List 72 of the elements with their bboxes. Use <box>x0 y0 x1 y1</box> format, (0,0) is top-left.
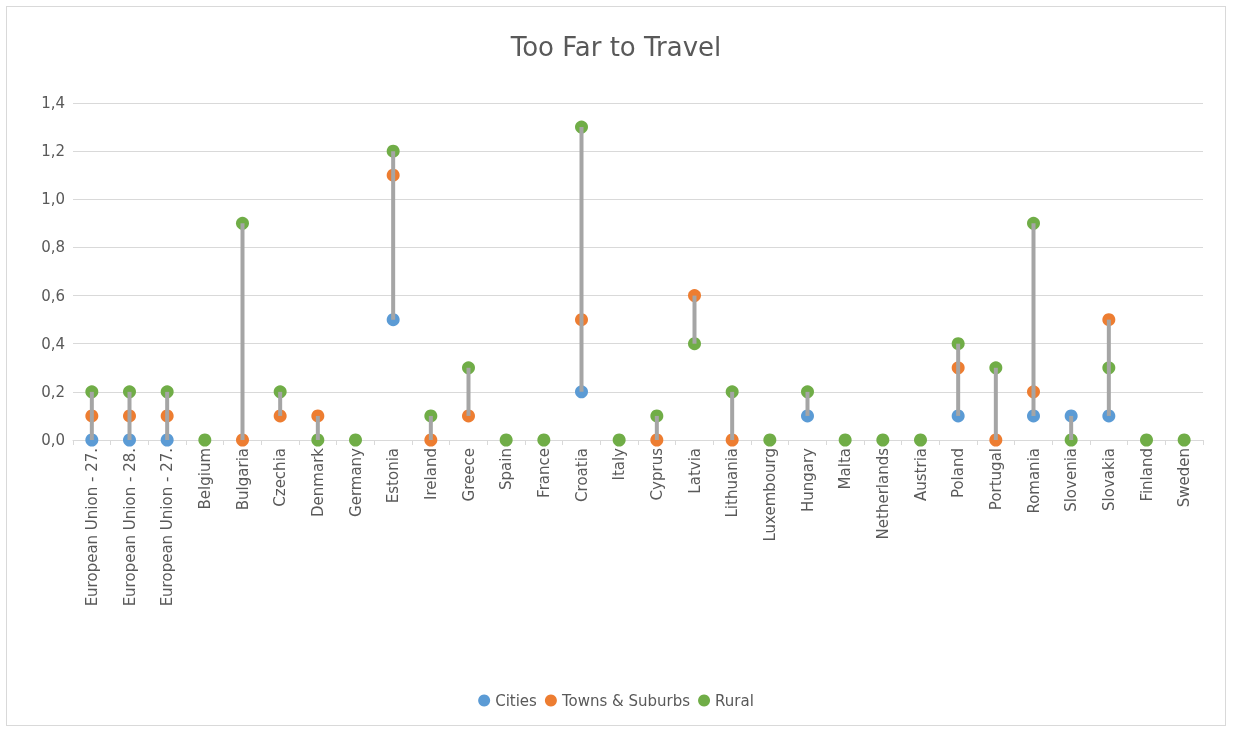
x-tick-label: European Union - 28. <box>120 448 139 607</box>
x-tick-label: European Union - 27. <box>158 448 177 607</box>
bar <box>730 391 735 440</box>
y-tick-label: 0,8 <box>41 238 65 257</box>
point <box>1177 433 1191 447</box>
bar <box>391 151 396 320</box>
x-tick-label: Romania <box>1024 448 1043 514</box>
y-tick-label: 1,4 <box>41 94 65 112</box>
point <box>763 433 777 447</box>
x-tick-label: Sweden <box>1175 448 1194 508</box>
legend-label: Rural <box>715 691 754 710</box>
bar <box>466 367 471 416</box>
bar <box>692 295 697 344</box>
x-tick-label: Czechia <box>271 448 290 507</box>
bar <box>127 391 132 440</box>
x-tick-label: Netherlands <box>873 447 892 540</box>
y-tick-label: 0,2 <box>41 382 65 401</box>
point <box>349 433 362 447</box>
x-tick-label: Germany <box>346 447 365 517</box>
x-tick-label: Hungary <box>798 447 817 513</box>
bar <box>278 391 283 416</box>
legend-label: Towns & Suburbs <box>560 691 691 710</box>
point <box>499 433 513 447</box>
x-tick-label: Latvia <box>685 448 704 494</box>
x-tick-label: Malta <box>836 448 855 490</box>
x-tick-label: Luxembourg <box>760 448 779 542</box>
x-tick-label: Cyprus <box>647 447 666 501</box>
point <box>876 433 890 447</box>
bar <box>654 415 659 440</box>
x-tick-label: Austria <box>911 448 930 501</box>
point <box>838 433 852 447</box>
x-tick-label: Lithuania <box>723 448 742 518</box>
x-tick-label: Italy <box>610 447 629 481</box>
bar <box>165 391 170 440</box>
x-tick-label: Slovakia <box>1099 448 1118 511</box>
y-tick-label: 0,6 <box>41 286 65 305</box>
x-tick-label: France <box>534 448 553 498</box>
bar <box>428 415 433 440</box>
bar <box>956 343 961 416</box>
x-tick-label: Spain <box>497 448 516 490</box>
point <box>198 433 212 447</box>
x-tick-label: Finland <box>1137 448 1156 502</box>
chart-title: Too Far to Travel <box>509 32 722 62</box>
y-tick-label: 0,0 <box>41 431 65 449</box>
bar <box>1106 319 1111 416</box>
x-tick-label: Poland <box>949 448 968 499</box>
x-tick-label: Croatia <box>572 448 591 502</box>
point <box>1140 433 1153 447</box>
y-tick-label: 0,4 <box>41 334 65 353</box>
legend-label: Cities <box>495 691 538 710</box>
bar <box>579 127 584 392</box>
x-tick-label: Denmark <box>308 447 327 517</box>
bar <box>993 367 998 440</box>
bar <box>89 391 94 440</box>
point <box>537 433 551 447</box>
x-tick-label: Belgium <box>195 448 214 510</box>
x-tick-label: Greece <box>459 448 478 502</box>
x-tick-label: Slovenia <box>1062 448 1081 512</box>
bar <box>315 415 320 440</box>
x-tick-label: European Union - 27. <box>82 448 101 607</box>
x-tick-label: Estonia <box>384 448 403 504</box>
x-tick-label: Bulgaria <box>233 448 252 511</box>
bar <box>1069 415 1074 440</box>
x-tick-label: Portugal <box>986 448 1005 511</box>
bar <box>240 223 245 440</box>
bar <box>1031 223 1036 416</box>
y-tick-label: 1,2 <box>41 142 65 161</box>
x-tick-label: Ireland <box>421 448 440 500</box>
bar <box>805 391 810 416</box>
point <box>612 433 626 447</box>
y-tick-label: 1,0 <box>41 190 65 209</box>
point <box>914 433 927 447</box>
